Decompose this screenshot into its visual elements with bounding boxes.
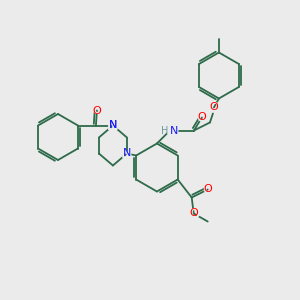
Text: O: O bbox=[208, 100, 220, 115]
Text: H: H bbox=[160, 124, 170, 137]
Text: H: H bbox=[161, 125, 169, 136]
Text: N: N bbox=[170, 125, 178, 136]
Text: O: O bbox=[189, 208, 198, 218]
Text: O: O bbox=[188, 206, 200, 220]
Text: O: O bbox=[209, 103, 218, 112]
Text: N: N bbox=[109, 121, 117, 130]
Text: O: O bbox=[92, 106, 101, 116]
Text: O: O bbox=[202, 182, 214, 197]
Text: O: O bbox=[91, 103, 103, 118]
Text: O: O bbox=[197, 112, 206, 122]
Text: N: N bbox=[107, 118, 119, 133]
Text: N: N bbox=[107, 118, 119, 133]
Text: O: O bbox=[196, 110, 208, 124]
Text: N: N bbox=[121, 146, 133, 161]
Text: N: N bbox=[109, 121, 117, 130]
Text: O: O bbox=[203, 184, 212, 194]
Text: N: N bbox=[168, 124, 180, 137]
Text: N: N bbox=[123, 148, 131, 158]
